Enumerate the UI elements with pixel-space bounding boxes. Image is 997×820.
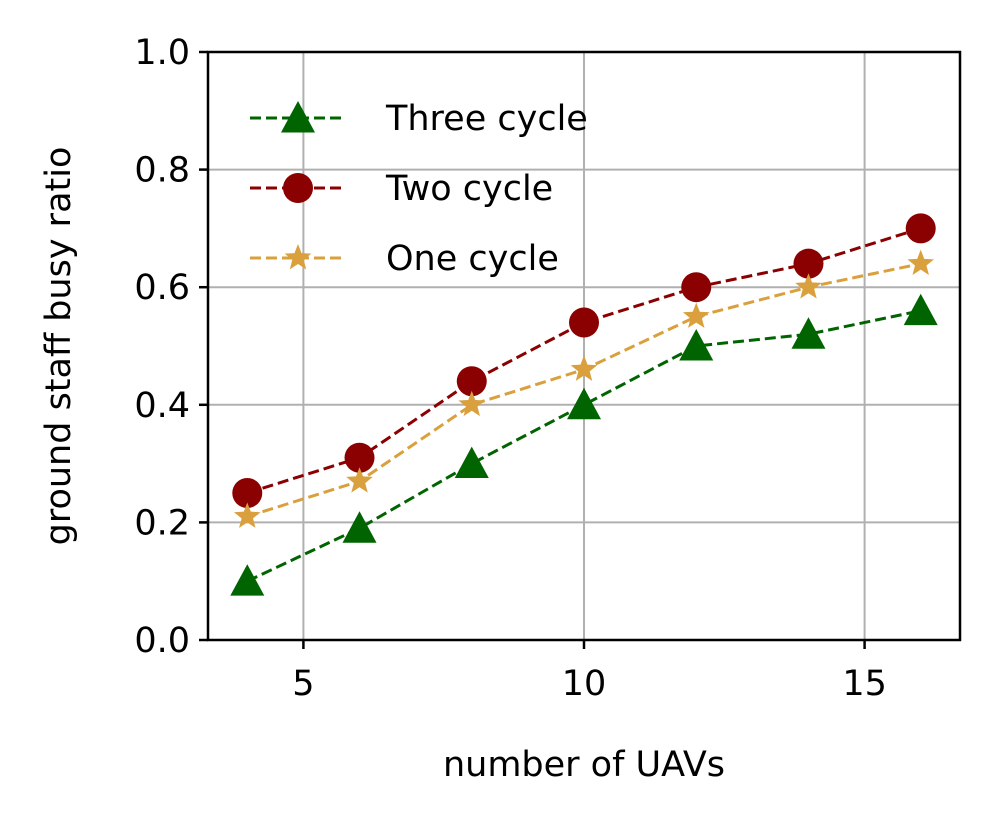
x-tick-label: 10 bbox=[562, 664, 607, 704]
legend: Three cycle Two cycle One cycle bbox=[250, 99, 588, 279]
data-point bbox=[570, 355, 598, 381]
data-point bbox=[567, 387, 601, 420]
data-point bbox=[795, 273, 822, 299]
data-point bbox=[342, 511, 377, 543]
data-point bbox=[681, 272, 712, 303]
data-point bbox=[230, 564, 265, 596]
series-layer bbox=[230, 213, 938, 596]
data-point bbox=[232, 478, 263, 508]
data-point bbox=[458, 390, 486, 417]
legend-label-2: One cycle bbox=[386, 239, 559, 279]
legend-label-1: Two cycle bbox=[385, 169, 553, 209]
y-tick-label: 0.2 bbox=[134, 503, 190, 543]
y-axis-label: ground staff busy ratio bbox=[39, 147, 79, 546]
legend-label-0: Three cycle bbox=[385, 99, 588, 139]
legend-marker-1 bbox=[283, 173, 313, 203]
data-point bbox=[344, 442, 375, 473]
y-tick-label: 0.6 bbox=[134, 268, 190, 308]
data-point bbox=[682, 302, 710, 328]
axes: 5 10 15 0.0 0.2 0.4 0.6 0.8 1.0 bbox=[134, 33, 962, 704]
data-point bbox=[907, 249, 935, 276]
y-tick-label: 0.4 bbox=[134, 386, 190, 426]
y-tick-label: 0.0 bbox=[134, 621, 190, 661]
data-point bbox=[456, 366, 487, 397]
y-tick-label: 1.0 bbox=[134, 33, 190, 73]
data-point bbox=[454, 446, 489, 479]
legend-marker-2 bbox=[284, 244, 312, 270]
data-point bbox=[905, 213, 936, 244]
data-point bbox=[903, 293, 938, 326]
x-axis-label: number of UAVs bbox=[443, 745, 725, 785]
legend-marker-0 bbox=[281, 101, 315, 133]
data-point bbox=[346, 467, 373, 493]
data-point bbox=[791, 317, 826, 349]
data-point bbox=[569, 307, 599, 338]
data-point bbox=[233, 502, 261, 528]
y-tick-label: 0.8 bbox=[134, 151, 190, 191]
x-tick-label: 5 bbox=[292, 664, 314, 704]
x-tick-label: 15 bbox=[842, 664, 887, 704]
data-point bbox=[679, 329, 714, 361]
data-point bbox=[793, 248, 824, 279]
